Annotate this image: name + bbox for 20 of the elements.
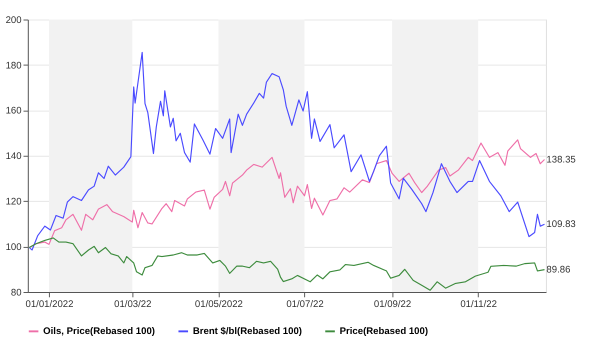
y-tick-label: 160 — [6, 106, 22, 117]
annotation: 109.83 — [546, 219, 576, 230]
annotation: 138.35 — [546, 154, 576, 166]
y-tick-label: 120 — [6, 196, 22, 208]
y-tick-label: 200 — [6, 14, 22, 26]
x-tick-label: 01/09/22 — [374, 298, 412, 310]
legend-label: Oils, Price(Rebased 100) — [43, 326, 155, 338]
y-tick-label: 140 — [6, 151, 22, 162]
y-tick-label: 100 — [6, 242, 22, 253]
legend-label: Price(Rebased 100) — [340, 326, 428, 338]
legend-label: Brent $/bl(Rebased 100) — [192, 326, 302, 338]
annotation: 89.86 — [546, 264, 570, 276]
x-tick-label: 01/01/2022 — [26, 298, 74, 310]
y-tick-label: 80 — [10, 287, 22, 298]
x-tick-label: 01/11/22 — [460, 298, 497, 310]
x-tick-label: 01/03/22 — [114, 298, 152, 310]
x-tick-label: 01/07/22 — [286, 298, 324, 310]
x-tick-label: 01/05/2022 — [194, 298, 243, 310]
line-series — [28, 52, 546, 251]
y-tick-label: 180 — [6, 60, 22, 72]
